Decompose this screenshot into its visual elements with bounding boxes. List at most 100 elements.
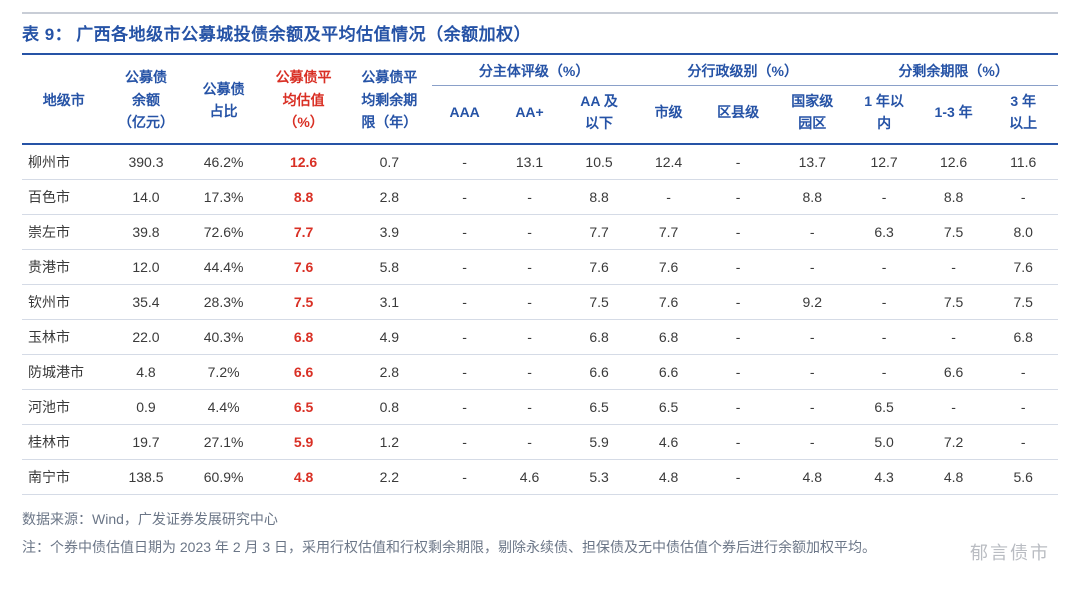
col-county: 区县级 xyxy=(701,86,775,144)
cell-amount: 22.0 xyxy=(105,319,186,354)
cell-pct: 7.2% xyxy=(187,354,261,389)
cell-pct: 72.6% xyxy=(187,214,261,249)
cell-aaa: - xyxy=(432,389,497,424)
colgroup-rating: 分主体评级（%） xyxy=(432,54,636,86)
col-t1: 1 年以内 xyxy=(849,86,919,144)
col-avgterm: 公募债平均剩余期限（年） xyxy=(346,54,432,144)
col-amount: 公募债余额（亿元） xyxy=(105,54,186,144)
cell-avg_val: 6.5 xyxy=(261,389,347,424)
cell-t1: 5.0 xyxy=(849,424,919,459)
cell-aaa: - xyxy=(432,354,497,389)
cell-city_lvl: 6.5 xyxy=(636,389,701,424)
cell-avg_val: 6.8 xyxy=(261,319,347,354)
table-row: 防城港市4.87.2%6.62.8--6.66.6---6.6- xyxy=(22,354,1058,389)
cell-t2: 7.5 xyxy=(919,214,989,249)
cell-t1: - xyxy=(849,354,919,389)
cell-pct: 28.3% xyxy=(187,284,261,319)
cell-aa_plus: - xyxy=(497,424,562,459)
cell-t3: 6.8 xyxy=(988,319,1058,354)
cell-city: 防城港市 xyxy=(22,354,105,389)
cell-t3: 11.6 xyxy=(988,144,1058,180)
cell-park_lvl: - xyxy=(775,249,849,284)
cell-pct: 46.2% xyxy=(187,144,261,180)
cell-t2: 6.6 xyxy=(919,354,989,389)
source-block: 数据来源：Wind，广发证券发展研究中心 注：个券中债估值日期为 2023 年 … xyxy=(22,505,1058,561)
cell-t2: 7.5 xyxy=(919,284,989,319)
col-park: 国家级园区 xyxy=(775,86,849,144)
cell-aa_plus: - xyxy=(497,214,562,249)
cell-aa_below: 5.3 xyxy=(562,459,636,494)
cell-t2: 8.8 xyxy=(919,179,989,214)
cell-city_lvl: 7.7 xyxy=(636,214,701,249)
cell-city: 柳州市 xyxy=(22,144,105,180)
cell-amount: 19.7 xyxy=(105,424,186,459)
cell-aa_below: 10.5 xyxy=(562,144,636,180)
data-table: 地级市 公募债余额（亿元） 公募债占比 公募债平均估值（%） 公募债平均剩余期限… xyxy=(22,53,1058,495)
cell-pct: 4.4% xyxy=(187,389,261,424)
cell-avg_val: 4.8 xyxy=(261,459,347,494)
col-pct: 公募债占比 xyxy=(187,54,261,144)
cell-avg_val: 7.6 xyxy=(261,249,347,284)
cell-aaa: - xyxy=(432,459,497,494)
col-avgval: 公募债平均估值（%） xyxy=(261,54,347,144)
cell-park_lvl: - xyxy=(775,319,849,354)
table-row: 崇左市39.872.6%7.73.9--7.77.7--6.37.58.0 xyxy=(22,214,1058,249)
cell-city_lvl: 4.6 xyxy=(636,424,701,459)
cell-avg_val: 5.9 xyxy=(261,424,347,459)
cell-pct: 27.1% xyxy=(187,424,261,459)
cell-avg_term: 3.9 xyxy=(346,214,432,249)
cell-t3: - xyxy=(988,424,1058,459)
cell-t2: - xyxy=(919,389,989,424)
cell-city_lvl: 6.6 xyxy=(636,354,701,389)
col-city: 地级市 xyxy=(22,54,105,144)
cell-t3: - xyxy=(988,389,1058,424)
cell-avg_val: 7.5 xyxy=(261,284,347,319)
cell-avg_val: 7.7 xyxy=(261,214,347,249)
cell-aa_plus: - xyxy=(497,249,562,284)
cell-t2: 12.6 xyxy=(919,144,989,180)
cell-city: 崇左市 xyxy=(22,214,105,249)
cell-t2: 4.8 xyxy=(919,459,989,494)
cell-park_lvl: - xyxy=(775,389,849,424)
cell-pct: 17.3% xyxy=(187,179,261,214)
cell-t1: 12.7 xyxy=(849,144,919,180)
cell-park_lvl: - xyxy=(775,424,849,459)
cell-county_lvl: - xyxy=(701,389,775,424)
cell-park_lvl: - xyxy=(775,214,849,249)
cell-county_lvl: - xyxy=(701,459,775,494)
cell-avg_val: 12.6 xyxy=(261,144,347,180)
cell-avg_term: 2.8 xyxy=(346,179,432,214)
cell-amount: 4.8 xyxy=(105,354,186,389)
cell-city_lvl: 4.8 xyxy=(636,459,701,494)
col-citylvl: 市级 xyxy=(636,86,701,144)
cell-t2: - xyxy=(919,319,989,354)
cell-aa_plus: - xyxy=(497,319,562,354)
cell-aa_below: 6.8 xyxy=(562,319,636,354)
cell-aa_below: 6.6 xyxy=(562,354,636,389)
cell-avg_val: 6.6 xyxy=(261,354,347,389)
cell-city_lvl: 7.6 xyxy=(636,249,701,284)
cell-park_lvl: 8.8 xyxy=(775,179,849,214)
cell-county_lvl: - xyxy=(701,424,775,459)
cell-aa_below: 8.8 xyxy=(562,179,636,214)
cell-t3: 7.6 xyxy=(988,249,1058,284)
cell-city: 桂林市 xyxy=(22,424,105,459)
source-label: 数据来源： xyxy=(22,511,92,527)
cell-t3: 8.0 xyxy=(988,214,1058,249)
cell-t1: 4.3 xyxy=(849,459,919,494)
cell-avg_term: 2.8 xyxy=(346,354,432,389)
cell-avg_term: 4.9 xyxy=(346,319,432,354)
cell-t1: - xyxy=(849,249,919,284)
col-aaa: AAA xyxy=(432,86,497,144)
cell-city: 钦州市 xyxy=(22,284,105,319)
cell-city: 河池市 xyxy=(22,389,105,424)
cell-city: 玉林市 xyxy=(22,319,105,354)
cell-aaa: - xyxy=(432,249,497,284)
cell-t3: 5.6 xyxy=(988,459,1058,494)
cell-avg_term: 2.2 xyxy=(346,459,432,494)
cell-avg_term: 0.8 xyxy=(346,389,432,424)
cell-aa_plus: 13.1 xyxy=(497,144,562,180)
cell-avg_term: 5.8 xyxy=(346,249,432,284)
cell-amount: 35.4 xyxy=(105,284,186,319)
cell-t3: - xyxy=(988,179,1058,214)
